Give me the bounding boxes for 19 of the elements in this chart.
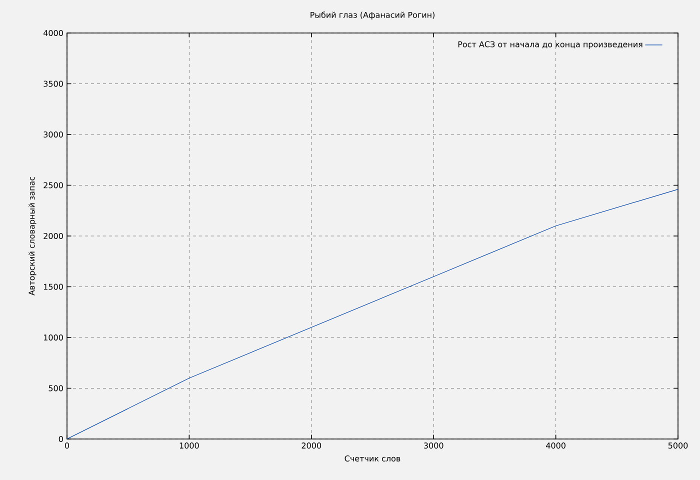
x-axis-title: Счетчик слов [344, 455, 400, 462]
y-tick-label: 3500 [44, 80, 63, 87]
y-tick-label: 500 [48, 385, 63, 392]
y-tick-label: 1000 [44, 334, 63, 341]
y-axis-title: Авторский словарный запас [28, 176, 36, 296]
x-tick-label: 5000 [668, 442, 688, 449]
x-tick-label: 1000 [180, 442, 199, 449]
y-tick-label: 3000 [44, 131, 63, 138]
y-tick-label: 2500 [44, 182, 63, 188]
x-tick-label: 3000 [424, 442, 444, 449]
y-tick-label: 4000 [44, 30, 63, 36]
y-tick-label: 0 [58, 436, 63, 442]
x-tick-label: 2000 [302, 442, 322, 449]
x-tick-label: 4000 [546, 442, 566, 449]
x-tick-label: 0 [64, 442, 70, 449]
legend-label: Рост АСЗ от начала до конца произведения [458, 41, 642, 49]
y-tick-label: 2000 [44, 232, 63, 240]
y-tick-label: 1500 [44, 284, 63, 290]
chart-title: Рыбий глаз (Афанасий Рогин) [310, 12, 434, 20]
